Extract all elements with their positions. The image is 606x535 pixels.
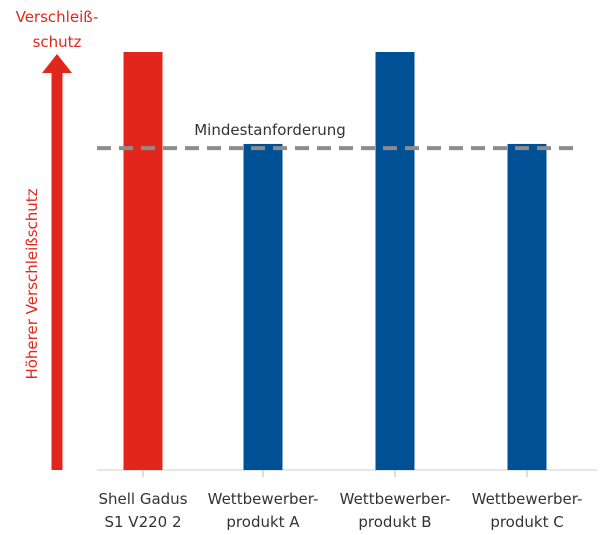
category-label-3-line-1: Wettbewerber- [340,490,451,508]
category-label-1-line-1: Shell Gadus [98,490,187,508]
reference-line-group: Mindestanforderung [97,121,580,151]
bar-4 [507,143,547,470]
category-label-2-line-1: Wettbewerber- [208,490,319,508]
category-labels-group: Shell Gadus S1 V220 2 Wettbewerber-produkt… [98,490,582,531]
category-label-1-line-2: S1 V220 2 [104,513,181,531]
category-label-3-line-2: produkt B [358,513,431,531]
bar-2 [243,143,283,470]
category-label-2-line-2: produkt A [226,513,300,531]
bar-3 [375,52,415,470]
bar-1 [123,52,163,470]
y-axis-label: Höherer Verschleißschutz [23,188,41,379]
bars-group [123,52,547,470]
y-axis-top-label-line-2: schutz [33,33,82,51]
category-label-4-line-2: produkt C [490,513,563,531]
y-axis-arrow-head [42,54,72,73]
reference-line-label: Mindestanforderung [194,121,346,139]
y-axis-top-label-line-1: Verschleiß- [16,8,99,26]
ticks-group [142,470,528,477]
category-label-4-line-1: Wettbewerber- [472,490,583,508]
